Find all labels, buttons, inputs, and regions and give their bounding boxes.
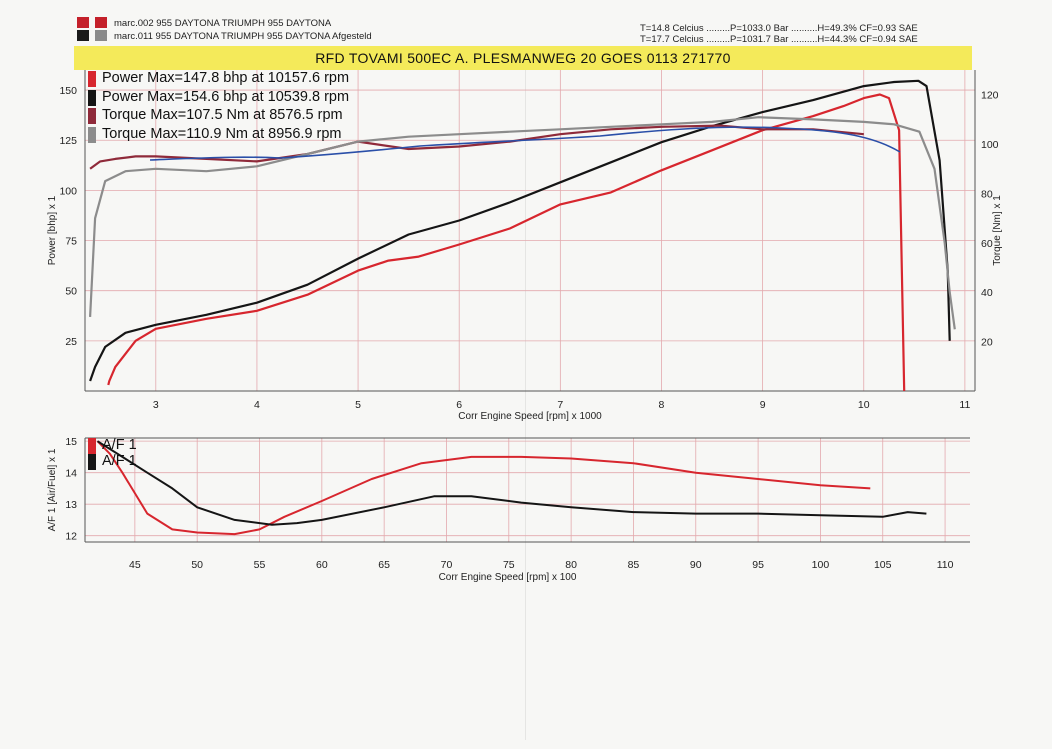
af-rpm-tick-label: 90	[690, 559, 702, 571]
rpm-tick-label: 6	[456, 399, 462, 411]
legend-swatch-red	[88, 438, 96, 454]
af-rpm-tick-label: 100	[812, 559, 830, 571]
af-rpm-tick-label: 65	[378, 559, 390, 571]
af-rpm-tick-label: 50	[191, 559, 203, 571]
run1-swatch-a	[77, 17, 89, 28]
af-rpm-tick-label: 105	[874, 559, 892, 571]
torque-tick-label: 40	[981, 287, 993, 299]
af-rpm-tick-label: 75	[503, 559, 515, 571]
power-axis-title: Power [bhp] x 1	[47, 195, 58, 265]
legend-label: A/F 1	[102, 437, 137, 453]
rpm-tick-label: 10	[858, 399, 870, 411]
af-tick-label: 15	[65, 436, 77, 448]
rpm-tick-label: 4	[254, 399, 260, 411]
rpm-tick-label: 7	[557, 399, 563, 411]
legend-label: A/F 1	[102, 453, 137, 469]
power-tick-label: 100	[59, 185, 77, 197]
run2-swatch-a	[77, 30, 89, 41]
run2-swatch-b	[95, 30, 107, 41]
run1-swatch-b	[95, 17, 107, 28]
legend-swatch-red	[88, 71, 96, 87]
af-rpm-tick-label: 85	[628, 559, 640, 571]
af-rpm-tick-label: 45	[129, 559, 141, 571]
af-rpm-tick-label: 60	[316, 559, 328, 571]
af-tick-label: 13	[65, 499, 77, 511]
legend-swatch-black	[88, 454, 96, 470]
legend-label: Torque Max=110.9 Nm at 8956.9 rpm	[102, 125, 342, 142]
shop-banner: RFD TOVAMI 500EC A. PLESMANWEG 20 GOES 0…	[74, 46, 972, 70]
af-rpm-tick-label: 95	[752, 559, 764, 571]
rpm-tick-label: 11	[959, 399, 970, 411]
series-line-gray-3	[89, 116, 956, 330]
af-rpm-tick-label: 55	[254, 559, 266, 571]
rpm-tick-label: 5	[355, 399, 361, 411]
legend-label: Torque Max=107.5 Nm at 8576.5 rpm	[102, 107, 343, 123]
af-rpm-axis-title: Corr Engine Speed [rpm] x 100	[439, 572, 577, 583]
series-line-maroon-2	[89, 124, 864, 170]
conditions-line-1: T=14.8 Celcius .........P=1033.0 Bar ...…	[640, 23, 918, 34]
af-axis-title: A/F 1 [Air/Fuel] x 1	[47, 448, 58, 531]
torque-tick-label: 60	[981, 238, 993, 250]
torque-axis-title: Torque [Nm] x 1	[992, 195, 1003, 266]
af-rpm-tick-label: 110	[937, 559, 954, 571]
pen-trace-blue	[149, 126, 901, 161]
legend-swatch-gray	[88, 126, 96, 143]
run2-label: marc.011 955 DAYTONA TRIUMPH 955 DAYTONA…	[114, 31, 372, 42]
legend-label: Power Max=154.6 bhp at 10539.8 rpm	[102, 88, 350, 105]
conditions-line-2: T=17.7 Celcius .........P=1031.7 Bar ...…	[640, 34, 918, 45]
af-series-line-red-0	[96, 440, 871, 536]
series-line-black-1	[89, 79, 951, 382]
torque-tick-label: 20	[981, 337, 993, 349]
rpm-tick-label: 9	[760, 399, 766, 411]
af-series-line-black-1	[96, 440, 927, 526]
af-tick-label: 12	[65, 531, 77, 543]
run1-label: marc.002 955 DAYTONA TRIUMPH 955 DAYTONA	[114, 18, 332, 29]
power-tick-label: 75	[65, 236, 77, 248]
power-tick-label: 150	[59, 85, 77, 97]
power-tick-label: 25	[65, 336, 77, 348]
af-rpm-tick-label: 80	[565, 559, 577, 571]
af-rpm-tick-label: 70	[441, 559, 453, 571]
torque-tick-label: 120	[981, 90, 999, 102]
legend-label: Power Max=147.8 bhp at 10157.6 rpm	[102, 70, 350, 86]
rpm-tick-label: 8	[659, 399, 665, 411]
power-tick-label: 50	[65, 286, 77, 298]
legend-swatch-maroon	[88, 108, 96, 124]
rpm-axis-title: Corr Engine Speed [rpm] x 1000	[458, 411, 602, 422]
torque-tick-label: 80	[981, 188, 993, 200]
rpm-tick-label: 3	[153, 399, 159, 411]
paper-fold-line	[525, 70, 526, 740]
af-tick-label: 14	[65, 468, 77, 480]
legend-swatch-black	[88, 89, 96, 106]
power-tick-label: 125	[59, 135, 77, 147]
torque-tick-label: 100	[981, 139, 999, 151]
series-line-red-0	[107, 93, 906, 392]
